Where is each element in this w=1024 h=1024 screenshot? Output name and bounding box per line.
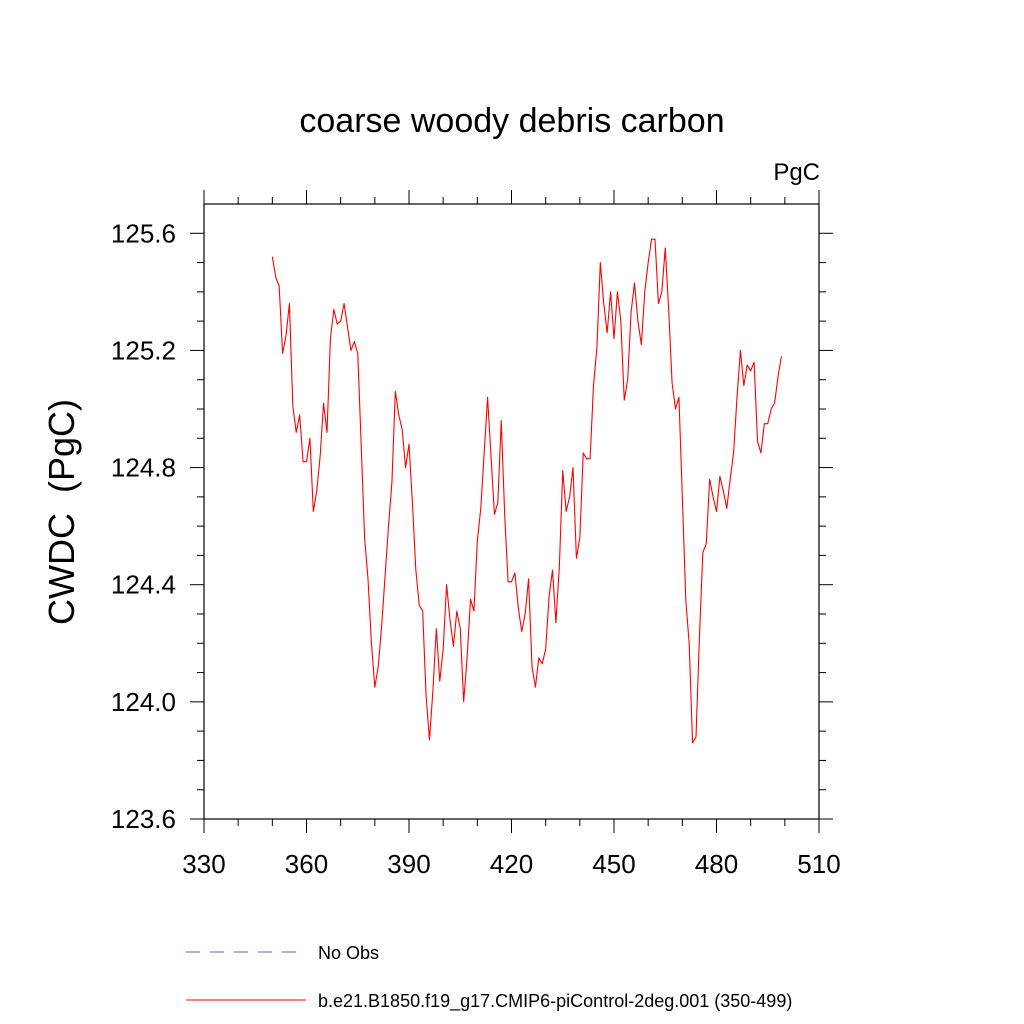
y-axis-label: CWDC (PgC) [41, 399, 82, 625]
x-tick-label: 390 [387, 849, 430, 879]
series-line [271, 238, 782, 744]
y-tick-label: 124.0 [111, 687, 176, 717]
y-tick-label: 124.4 [111, 570, 176, 600]
legend: No Obs b.e21.B1850.f19_g17.CMIP6-piContr… [186, 943, 792, 1012]
y-tick-labels: 123.6 124.0 124.4 124.8 125.2 125.6 [111, 218, 176, 834]
chart-title: coarse woody debris carbon [299, 102, 724, 140]
plot-frame [203, 203, 820, 820]
x-tick-label: 420 [490, 849, 533, 879]
x-tick-label: 510 [797, 849, 840, 879]
y-tick-label: 125.6 [111, 218, 176, 248]
x-tick-label: 480 [695, 849, 738, 879]
x-tick-labels: 330 360 390 420 450 480 510 [182, 849, 840, 879]
y-tick-label: 125.2 [111, 335, 176, 365]
x-tick-label: 450 [592, 849, 635, 879]
units-label: PgC [773, 159, 820, 186]
y-tick-label: 124.8 [111, 453, 176, 483]
axis-ticks [190, 190, 833, 833]
legend-label-no-obs: No Obs [318, 943, 379, 963]
series-group [271, 238, 782, 744]
x-tick-label: 360 [285, 849, 328, 879]
legend-label-run: b.e21.B1850.f19_g17.CMIP6-piControl-2deg… [318, 991, 792, 1012]
x-tick-label: 330 [182, 849, 225, 879]
y-tick-label: 123.6 [111, 804, 176, 834]
